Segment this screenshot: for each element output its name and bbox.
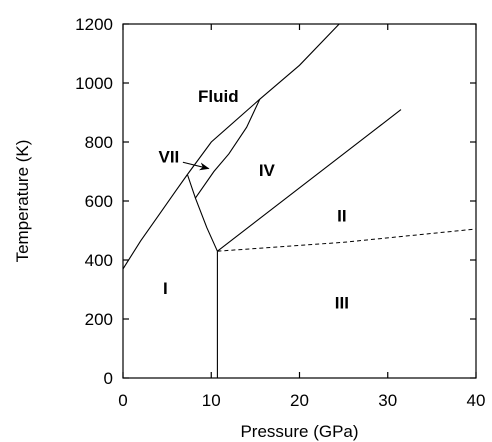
region-label-iv: IV	[259, 161, 276, 180]
y-tick-label: 1200	[75, 15, 113, 34]
region-label-iii: III	[335, 294, 349, 313]
x-tick-label: 0	[118, 391, 127, 410]
y-tick-label: 1000	[75, 74, 113, 93]
phase-boundary-line-7	[217, 228, 476, 252]
x-tick-label: 10	[202, 391, 221, 410]
region-label-ii: II	[337, 207, 346, 226]
region-label-i: I	[163, 279, 168, 298]
y-tick-label: 0	[104, 369, 113, 388]
plot-frame	[122, 23, 477, 379]
y-tick-label: 200	[85, 310, 113, 329]
y-tick-label: 800	[85, 133, 113, 152]
phase-boundaries	[123, 24, 476, 378]
phase-boundary-line-4	[186, 174, 218, 252]
y-tick-label: 400	[85, 251, 113, 270]
region-label-fluid: Fluid	[198, 87, 239, 106]
region-label-vii: VII	[158, 148, 179, 167]
phase-boundary-line-6	[217, 109, 402, 252]
x-tick-label: 30	[378, 391, 397, 410]
axis-ticks	[122, 23, 477, 379]
y-tick-label: 600	[85, 192, 113, 211]
x-tick-label: 20	[290, 391, 309, 410]
x-axis-label: Pressure (GPa)	[240, 422, 358, 441]
annotation-arrow	[182, 161, 210, 171]
x-tick-label: 40	[467, 391, 486, 410]
phase-boundary-line-1	[123, 174, 188, 270]
y-axis-label: Temperature (K)	[13, 140, 32, 263]
phase-boundary-line-3	[194, 98, 261, 199]
